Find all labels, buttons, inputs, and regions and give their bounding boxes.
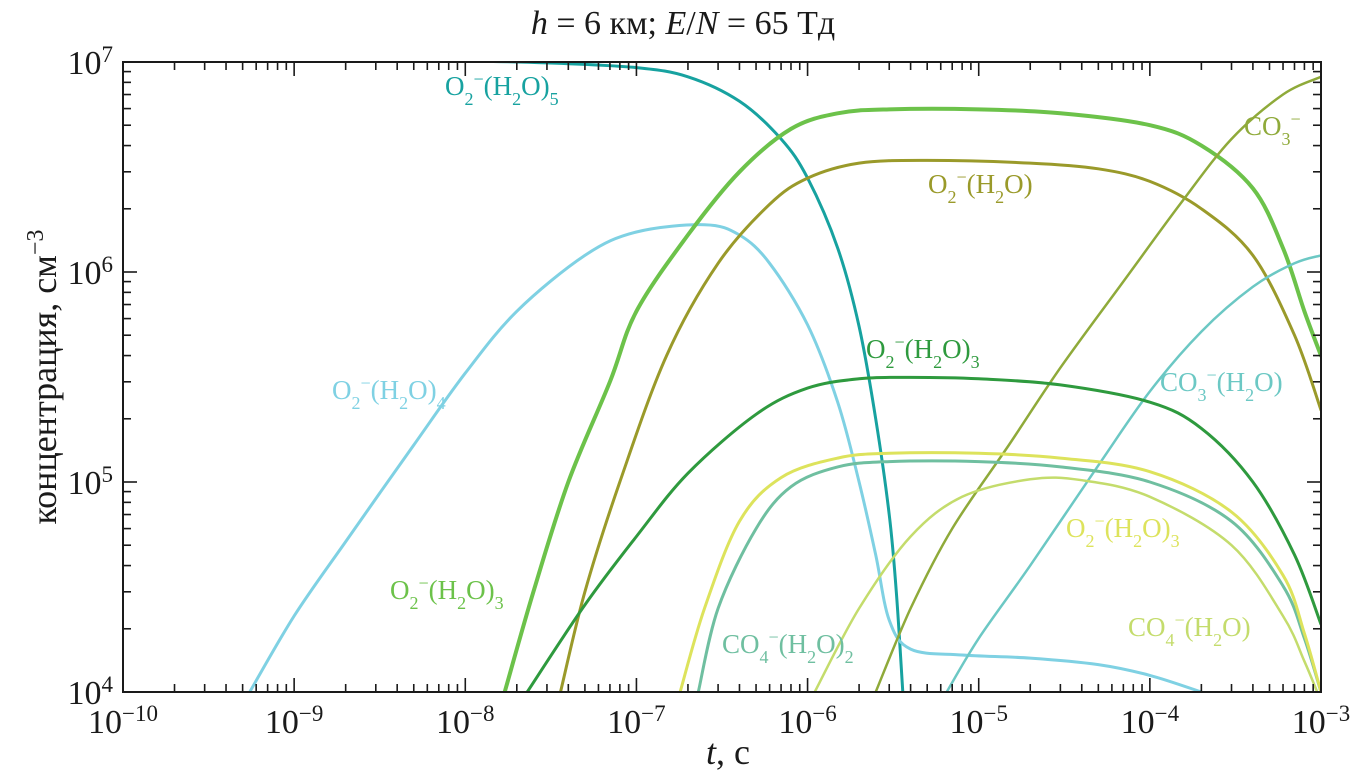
y-tick-label: 106 bbox=[68, 252, 114, 293]
series-line-1 bbox=[248, 223, 1203, 692]
y-tick-labels: 104 105 106 107 bbox=[68, 42, 114, 713]
y-tick-label: 104 bbox=[68, 672, 114, 713]
series-labels: O2−(H2O)5 O2−(H2O)4 O2−(H2O)3 O2−(H2O) CO3− C… bbox=[332, 69, 1301, 667]
series-line-0 bbox=[385, 62, 905, 692]
x-tick-label: 10−9 bbox=[265, 701, 323, 742]
x-tick-labels: 10−10 10−9 10−8 10−7 10−6 10−5 10−4 10−3 bbox=[88, 701, 1350, 742]
plot-frame bbox=[122, 61, 1322, 693]
series-label-4: CO3− bbox=[1244, 109, 1301, 149]
series-label-7: CO4−(H2O)2 bbox=[722, 627, 854, 667]
series-label-2: O2−(H2O)3 bbox=[390, 573, 504, 613]
series-label-3: O2−(H2O) bbox=[928, 167, 1033, 207]
axis-ticks bbox=[122, 61, 1322, 693]
series-line-3 bbox=[559, 158, 1321, 692]
series-label-8: O2−(H2O)3 bbox=[1066, 511, 1180, 551]
x-tick-label: 10−3 bbox=[1292, 701, 1350, 742]
series-label-0: O2−(H2O)5 bbox=[445, 69, 559, 109]
x-tick-label: 10−7 bbox=[607, 701, 665, 742]
series-line-2 bbox=[502, 106, 1321, 692]
series-line-7 bbox=[696, 459, 1321, 692]
series-label-6: O2−(H2O)3 bbox=[866, 332, 980, 372]
series-label-9: CO4−(H2O) bbox=[1128, 610, 1251, 650]
x-tick-label: 10−4 bbox=[1121, 701, 1180, 742]
x-tick-label: 10−5 bbox=[949, 701, 1007, 742]
chart-title: h = 6 км; E/N = 65 Тд bbox=[531, 5, 835, 42]
series-line-6 bbox=[525, 375, 1321, 692]
series-line-8 bbox=[678, 451, 1321, 692]
series-line-9 bbox=[813, 476, 1319, 692]
x-tick-label: 10−10 bbox=[88, 701, 158, 742]
y-axis-label: концентрация, см−3 bbox=[23, 230, 64, 525]
plot-curves bbox=[248, 62, 1321, 692]
y-tick-label: 107 bbox=[68, 42, 114, 83]
x-axis-label: t, с bbox=[706, 732, 750, 772]
series-label-1: O2−(H2O)4 bbox=[332, 373, 446, 413]
series-line-5 bbox=[945, 254, 1321, 692]
x-tick-label: 10−6 bbox=[778, 701, 836, 742]
series-line-4 bbox=[874, 75, 1321, 692]
series-label-5: CO3−(H2O) bbox=[1160, 365, 1283, 405]
x-tick-label: 10−8 bbox=[436, 701, 494, 742]
y-tick-label: 105 bbox=[68, 462, 114, 503]
